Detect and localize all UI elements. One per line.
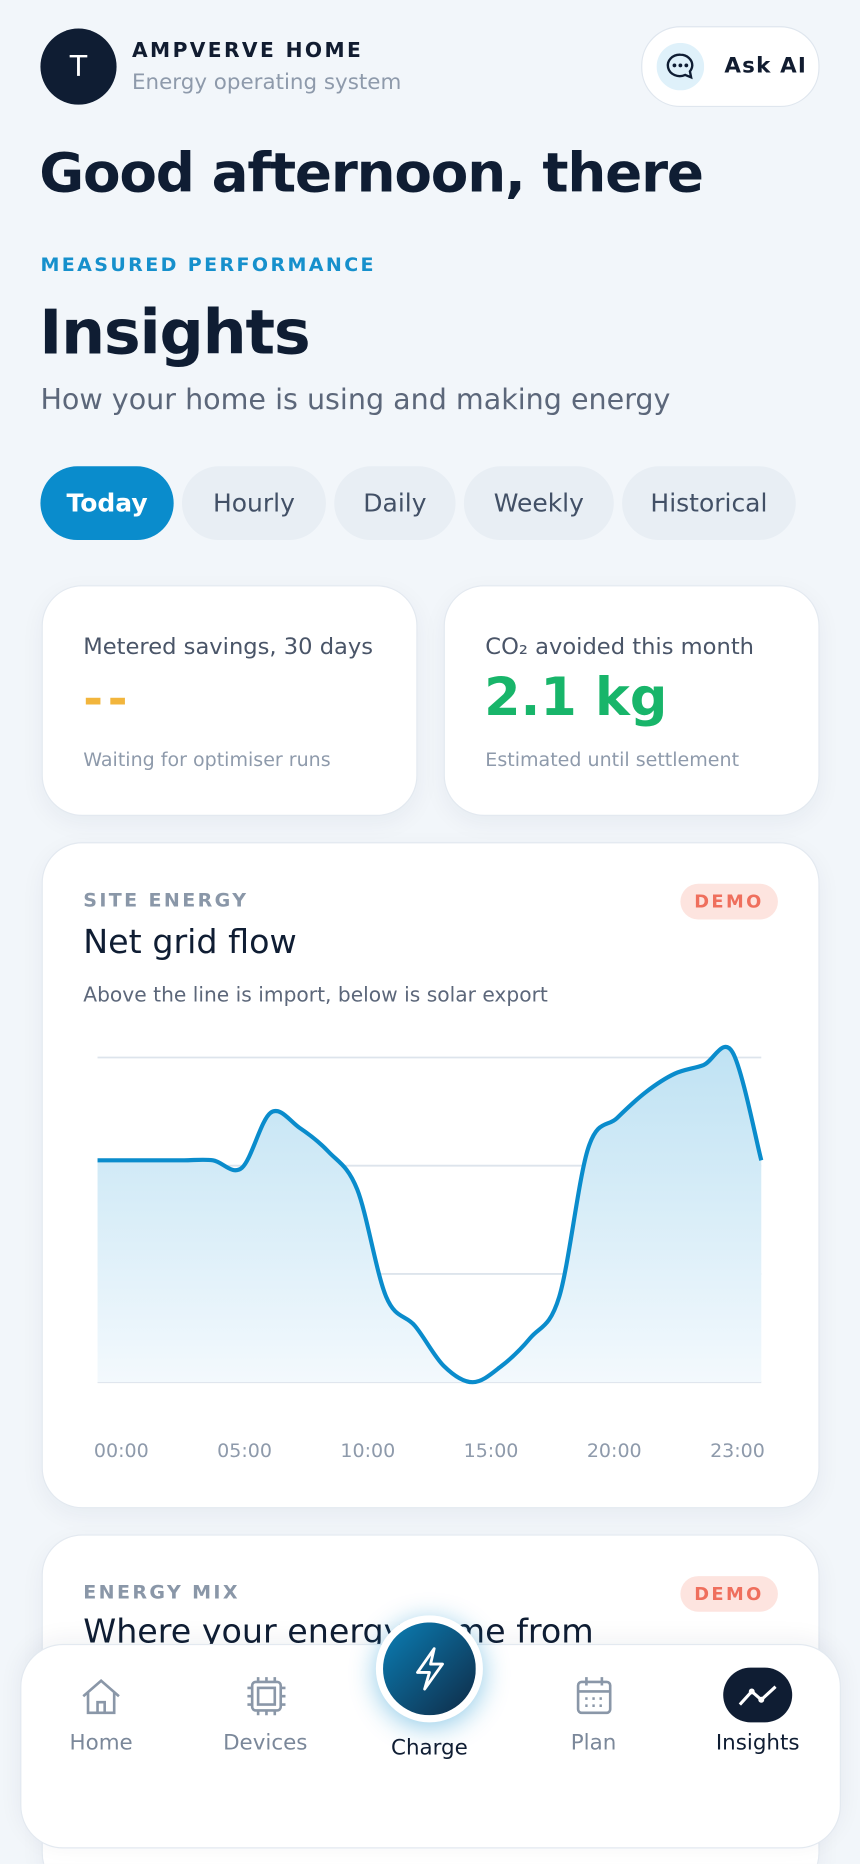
savings-card: Metered savings, 30 days -- Waiting for … (41, 585, 418, 816)
charge-button[interactable] (375, 1615, 483, 1723)
tagline: Energy operating system (132, 70, 402, 96)
nav-label[interactable]: Home (69, 1730, 133, 1756)
area (97, 1046, 762, 1383)
tab[interactable]: Daily (334, 466, 456, 541)
mix-eyebrow: ENERGY MIX (83, 1580, 240, 1604)
card-value: 2.1 kg (484, 667, 668, 728)
tab[interactable]: Hourly (181, 466, 326, 541)
card-note: Estimated until settlement (485, 748, 740, 771)
x-tick-label: 15:00 (464, 1440, 519, 1462)
plan-icon (576, 1677, 612, 1715)
x-tick-label: 00:00 (94, 1440, 149, 1462)
avatar-letter: T (69, 49, 88, 84)
card-value: -- (83, 672, 133, 727)
section-title: Insights (39, 297, 310, 369)
tab[interactable]: Weekly (463, 466, 614, 541)
demo-badge: DEMO (679, 1576, 778, 1612)
line (97, 1044, 764, 1385)
chart-eyebrow: SITE ENERGY (83, 888, 249, 912)
card-label: CO₂ avoided this month (485, 633, 755, 661)
x-tick-label: 05:00 (217, 1440, 272, 1462)
insights-icon (738, 1685, 777, 1706)
ask-ai-button[interactable]: Ask AI (641, 26, 820, 108)
chart: 00:00 05:00 10:00 15:00 20:00 23:00 (94, 1044, 765, 1462)
x-tick-label: 20:00 (587, 1440, 642, 1462)
chart-subtitle: Above the line is import, below is solar… (83, 983, 548, 1008)
chart-title: Net grid flow (83, 921, 297, 962)
card-label: Metered savings, 30 days (83, 633, 374, 661)
x-tick-label: 23:00 (710, 1440, 765, 1462)
co2-card: CO₂ avoided this month 2.1 kg Estimated … (443, 585, 820, 816)
card-note: Waiting for optimiser runs (83, 748, 331, 771)
eyebrow: MEASURED PERFORMANCE (40, 253, 376, 276)
tab[interactable]: Historical (622, 466, 796, 541)
demo-badge: DEMO (679, 883, 778, 920)
nav-icons (82, 1667, 793, 1723)
home-icon (82, 1679, 120, 1715)
greeting: Good afternoon, there (39, 140, 704, 205)
insights-icon-dot (748, 1688, 755, 1695)
nav-label[interactable]: Devices (223, 1730, 308, 1756)
nav-label[interactable]: Insights (715, 1730, 800, 1756)
section-subtitle: How your home is using and making energy (40, 383, 671, 417)
tab[interactable]: Today (40, 466, 174, 541)
nav-label[interactable]: Plan (570, 1730, 617, 1756)
charge-icon (383, 1622, 476, 1716)
nav-label[interactable]: Charge (390, 1735, 468, 1761)
chat-icon (656, 42, 705, 91)
brand: AMPVERVE HOME (132, 39, 364, 64)
avatar[interactable]: T (40, 28, 117, 105)
insights-icon-dot (758, 1696, 765, 1703)
ask-ai-label: Ask AI (724, 53, 808, 79)
devices-icon (247, 1677, 286, 1716)
x-tick-label: 10:00 (340, 1440, 395, 1462)
